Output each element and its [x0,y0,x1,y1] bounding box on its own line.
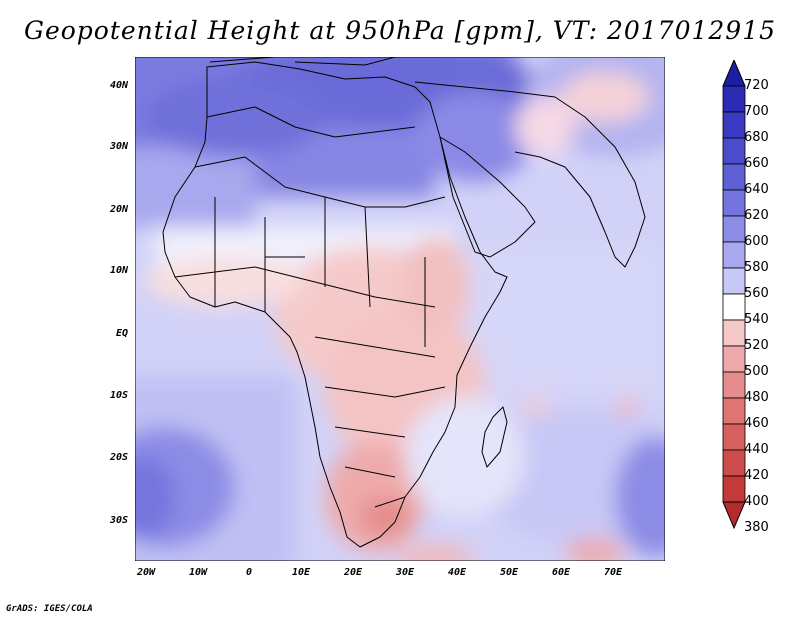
lat-label: 10N [109,265,128,276]
colorbar-label: 640 [744,182,769,197]
colorbar-segment [722,345,746,373]
map-panel [135,57,665,561]
lon-label: 20E [343,567,363,578]
lon-label: 20W [136,567,156,578]
colorbar-label: 460 [744,416,769,431]
colorbar-segment [722,137,746,165]
colorbar-label: 580 [744,260,769,275]
colorbar-top-arrow [722,60,746,87]
map-canvas [135,57,665,561]
height-field [135,57,665,561]
lat-label: 30N [109,141,128,152]
colorbar-segment [722,85,746,113]
lon-label: 0 [245,567,253,578]
lon-label: 60E [551,567,571,578]
madagascar [481,406,508,468]
colorbar-label: 680 [744,130,769,145]
country-borders [174,106,446,508]
colorbar-label: 540 [744,312,769,327]
colorbar [722,60,746,530]
chart-title: Geopotential Height at 950hPa [gpm], VT:… [23,16,777,45]
eurasia-coast [209,57,646,268]
colorbar-segment [722,397,746,425]
colorbar-segment [722,111,746,139]
colorbar-segment [722,293,746,321]
lon-label: 40E [447,567,467,578]
colorbar-label: 400 [744,494,769,509]
colorbar-segment [722,319,746,347]
lon-label: 30E [395,567,415,578]
colorbar-label: 380 [744,520,769,535]
lat-label: 40N [109,80,128,91]
africa-coast [162,61,508,548]
colorbar-label: 720 [744,78,769,93]
colorbar-segment [722,423,746,451]
colorbar-segment [722,163,746,191]
colorbar-segment [722,215,746,243]
colorbar-segment [722,475,746,503]
colorbar-label: 520 [744,338,769,353]
lat-label: EQ [115,328,128,339]
colorbar-segment [722,241,746,269]
colorbar-bottom-arrow [722,501,746,530]
colorbar-segment [722,371,746,399]
lon-label: 50E [499,567,519,578]
lat-label: 10S [109,390,128,401]
colorbar-label: 600 [744,234,769,249]
colorbar-label: 420 [744,468,769,483]
lon-label: 70E [603,567,623,578]
lat-label: 20S [109,452,128,463]
lat-label: 30S [109,515,128,526]
colorbar-label: 560 [744,286,769,301]
lon-label: 10E [291,567,311,578]
colorbar-segment [722,449,746,477]
colorbar-label: 440 [744,442,769,457]
colorbar-segment [722,267,746,295]
colorbar-label: 480 [744,390,769,405]
colorbar-label: 620 [744,208,769,223]
credit-text: GrADS: IGES/COLA [6,604,93,614]
colorbar-segment [722,189,746,217]
arabia [439,136,536,258]
colorbar-label: 700 [744,104,769,119]
lat-label: 20N [109,204,128,215]
lon-label: 10W [188,567,208,578]
coastlines [162,57,646,548]
colorbar-label: 500 [744,364,769,379]
colorbar-label: 660 [744,156,769,171]
